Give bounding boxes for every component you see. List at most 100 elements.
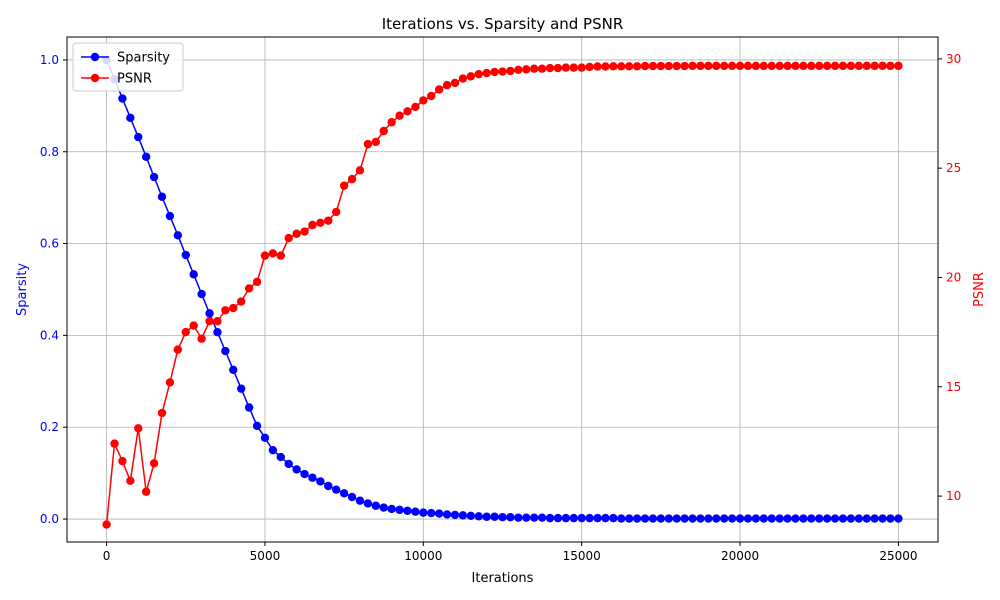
series-sparsity xyxy=(102,55,903,523)
data-point-psnr xyxy=(434,85,444,94)
data-point-sparsity xyxy=(252,421,262,431)
data-point-sparsity xyxy=(482,512,491,521)
data-point-sparsity xyxy=(759,514,768,523)
data-point-sparsity xyxy=(260,433,270,442)
data-point-sparsity xyxy=(300,469,309,479)
data-point-sparsity xyxy=(427,508,436,518)
data-point-sparsity xyxy=(268,445,278,455)
data-point-sparsity xyxy=(221,346,230,356)
data-point-psnr xyxy=(585,62,594,72)
data-point-sparsity xyxy=(537,513,547,522)
data-point-sparsity xyxy=(688,514,697,523)
data-point-psnr xyxy=(316,218,325,228)
data-point-sparsity xyxy=(189,270,198,279)
data-point-psnr xyxy=(894,61,903,71)
data-point-psnr xyxy=(735,61,745,71)
data-point-sparsity xyxy=(165,211,175,221)
data-point-sparsity xyxy=(751,514,761,523)
data-point-sparsity xyxy=(474,512,483,521)
data-point-psnr xyxy=(134,424,143,433)
data-point-psnr xyxy=(347,174,357,184)
data-point-sparsity xyxy=(292,465,301,474)
data-point-psnr xyxy=(720,61,729,71)
data-point-psnr xyxy=(197,334,206,343)
data-point-psnr xyxy=(767,61,776,71)
data-point-sparsity xyxy=(244,403,254,412)
data-point-sparsity xyxy=(506,513,515,522)
data-point-psnr xyxy=(783,61,792,71)
data-point-psnr xyxy=(807,61,816,71)
data-point-psnr xyxy=(292,229,301,238)
data-point-psnr xyxy=(371,137,381,147)
data-point-sparsity xyxy=(712,514,721,523)
data-point-sparsity xyxy=(387,504,396,514)
data-point-sparsity xyxy=(173,231,183,240)
y-axis-right-label: PSNR xyxy=(972,272,987,307)
data-point-psnr xyxy=(458,74,468,83)
data-point-psnr xyxy=(300,227,309,236)
data-point-psnr xyxy=(395,111,404,120)
data-point-sparsity xyxy=(561,513,571,523)
data-point-psnr xyxy=(450,78,460,88)
data-point-sparsity xyxy=(403,506,412,515)
data-point-sparsity xyxy=(213,328,222,337)
data-point-sparsity xyxy=(815,514,824,523)
data-point-psnr xyxy=(363,139,373,149)
x-tick-label: 0 xyxy=(103,549,111,563)
data-point-sparsity xyxy=(371,501,381,510)
data-point-sparsity xyxy=(157,192,167,201)
data-point-psnr xyxy=(403,107,412,116)
data-point-psnr xyxy=(466,72,476,81)
data-point-psnr xyxy=(791,61,800,71)
data-point-sparsity xyxy=(529,513,539,522)
data-point-sparsity xyxy=(593,513,602,523)
data-point-sparsity xyxy=(522,513,531,522)
data-point-sparsity xyxy=(672,514,681,523)
data-point-sparsity xyxy=(324,481,333,491)
data-point-sparsity xyxy=(601,513,610,523)
data-point-sparsity xyxy=(347,492,357,502)
legend-label-psnr: PSNR xyxy=(117,72,152,87)
data-point-psnr xyxy=(213,317,222,326)
data-point-sparsity xyxy=(126,113,135,123)
data-point-sparsity xyxy=(411,507,420,516)
data-point-sparsity xyxy=(363,499,373,508)
data-point-psnr xyxy=(688,61,697,71)
data-point-sparsity xyxy=(664,514,673,523)
data-point-psnr xyxy=(601,62,610,71)
x-tick-label: 10000 xyxy=(404,549,442,563)
data-point-sparsity xyxy=(379,503,388,512)
data-point-psnr xyxy=(490,67,499,77)
data-point-psnr xyxy=(355,166,365,175)
data-point-psnr xyxy=(751,61,761,71)
data-point-psnr xyxy=(846,61,856,71)
y-left-tick-label: 0.4 xyxy=(40,328,59,342)
data-point-sparsity xyxy=(355,496,365,505)
data-point-sparsity xyxy=(783,514,792,523)
data-point-sparsity xyxy=(308,473,317,482)
data-point-psnr xyxy=(442,80,452,90)
series-psnr xyxy=(102,61,903,529)
data-point-psnr xyxy=(498,67,507,76)
data-point-psnr xyxy=(577,63,586,72)
data-point-psnr xyxy=(680,61,689,71)
data-point-sparsity xyxy=(577,513,586,523)
data-point-psnr xyxy=(419,96,428,105)
data-point-sparsity xyxy=(276,452,285,462)
legend-label-sparsity: Sparsity xyxy=(117,51,170,66)
data-point-sparsity xyxy=(854,514,864,523)
data-point-psnr xyxy=(617,62,626,71)
data-point-psnr xyxy=(149,459,159,468)
data-point-psnr xyxy=(822,61,832,71)
data-point-sparsity xyxy=(807,514,816,523)
data-point-sparsity xyxy=(624,514,634,523)
data-point-psnr xyxy=(799,61,808,71)
y-left-tick-label: 0.2 xyxy=(40,420,59,434)
data-point-sparsity xyxy=(846,514,856,523)
data-point-sparsity xyxy=(878,514,887,523)
data-point-psnr xyxy=(537,64,547,73)
data-point-psnr xyxy=(181,327,190,337)
data-point-psnr xyxy=(648,61,658,71)
data-point-sparsity xyxy=(205,309,214,318)
data-point-sparsity xyxy=(458,511,468,520)
